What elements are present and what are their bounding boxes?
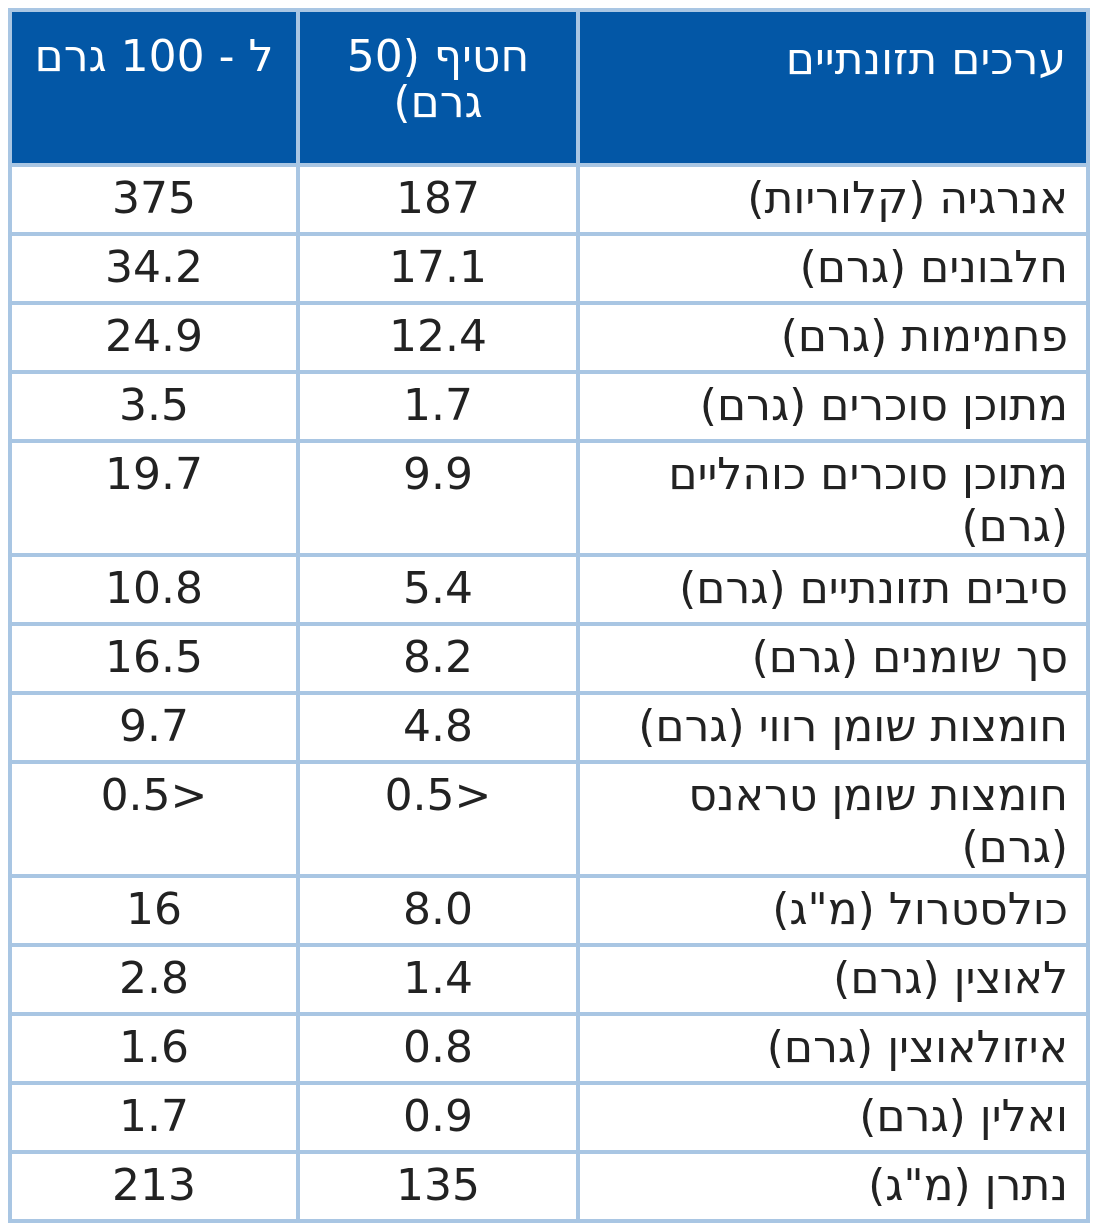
table-row: סיבים תזונתיים (גרם) 5.4 10.8: [8, 553, 1090, 626]
nutrient-value: 4.8: [296, 691, 580, 764]
nutrient-value: 12.4: [296, 301, 580, 374]
nutrient-value: 9.7: [8, 691, 300, 764]
nutrient-value: 17.1: [296, 232, 580, 305]
nutrient-value: 8.2: [296, 622, 580, 695]
nutrient-value: 5.4: [296, 553, 580, 626]
nutrition-table-container: ערכים תזונתיים חטיף (50 גרם) ל - 100 גרם א…: [8, 8, 1090, 1223]
table-row: חלבונים (גרם) 17.1 34.2: [8, 232, 1090, 305]
table-header: ערכים תזונתיים חטיף (50 גרם) ל - 100 גרם: [8, 8, 1090, 167]
table-row: ואלין (גרם) 0.9 1.7: [8, 1081, 1090, 1154]
nutrient-label: ואלין (גרם): [576, 1081, 1090, 1154]
nutrient-value: 24.9: [8, 301, 300, 374]
nutrient-value: 1.4: [296, 943, 580, 1016]
table-row: פחמימות (גרם) 12.4 24.9: [8, 301, 1090, 374]
nutrient-label: נתרן (מ"ג): [576, 1150, 1090, 1223]
table-row: אנרגיה (קלוריות) 187 375: [8, 163, 1090, 236]
nutrient-value: 1.7: [8, 1081, 300, 1154]
nutrient-value: 16.5: [8, 622, 300, 695]
nutrient-label: אנרגיה (קלוריות): [576, 163, 1090, 236]
nutrient-value: <0.5: [296, 760, 580, 878]
nutrient-value: 135: [296, 1150, 580, 1223]
table-row: כולסטרול (מ"ג) 8.0 16: [8, 874, 1090, 947]
nutrient-value: 10.8: [8, 553, 300, 626]
nutrient-label: לאוצין (גרם): [576, 943, 1090, 1016]
nutrient-value: 1.6: [8, 1012, 300, 1085]
nutrient-value: 0.8: [296, 1012, 580, 1085]
nutrient-value: 9.9: [296, 439, 580, 557]
nutrient-value: 1.7: [296, 370, 580, 443]
header-row: ערכים תזונתיים חטיף (50 גרם) ל - 100 גרם: [8, 8, 1090, 167]
nutrient-label: איזולאוצין (גרם): [576, 1012, 1090, 1085]
page: {"table": { "header": ["ערכים תזונתיים",…: [8, 8, 1090, 1223]
table-body: אנרגיה (קלוריות) 187 375 חלבונים (גרם) 17.1 3…: [8, 163, 1090, 1223]
nutrient-value: 34.2: [8, 232, 300, 305]
nutrient-value: 8.0: [296, 874, 580, 947]
nutrient-label: חומצות שומן טראנס (גרם): [576, 760, 1090, 878]
table-row: חומצות שומן רווי (גרם) 4.8 9.7: [8, 691, 1090, 764]
header-cell: ל - 100 גרם: [8, 8, 300, 167]
header-cell: ערכים תזונתיים: [576, 8, 1090, 167]
header-cell: חטיף (50 גרם): [296, 8, 580, 167]
nutrient-value: 16: [8, 874, 300, 947]
nutrient-label: חומצות שומן רווי (גרם): [576, 691, 1090, 764]
table-row: מתוכן סוכרים (גרם) 1.7 3.5: [8, 370, 1090, 443]
table-row: סך שומנים (גרם) 8.2 16.5: [8, 622, 1090, 695]
nutrient-value: 19.7: [8, 439, 300, 557]
nutrient-label: מתוכן סוכרים כוהליים (גרם): [576, 439, 1090, 557]
nutrient-value: <0.5: [8, 760, 300, 878]
nutrient-value: 2.8: [8, 943, 300, 1016]
table-row: לאוצין (גרם) 1.4 2.8: [8, 943, 1090, 1016]
nutrient-label: כולסטרול (מ"ג): [576, 874, 1090, 947]
nutrient-label: סיבים תזונתיים (גרם): [576, 553, 1090, 626]
nutrient-value: 375: [8, 163, 300, 236]
nutrient-value: 3.5: [8, 370, 300, 443]
table-row: נתרן (מ"ג) 135 213: [8, 1150, 1090, 1223]
table-row: איזולאוצין (גרם) 0.8 1.6: [8, 1012, 1090, 1085]
nutrient-label: פחמימות (גרם): [576, 301, 1090, 374]
nutrient-label: סך שומנים (גרם): [576, 622, 1090, 695]
nutrition-table: ערכים תזונתיים חטיף (50 גרם) ל - 100 גרם א…: [8, 8, 1090, 1223]
nutrient-value: 213: [8, 1150, 300, 1223]
nutrient-value: 187: [296, 163, 580, 236]
nutrient-label: חלבונים (גרם): [576, 232, 1090, 305]
nutrient-value: 0.9: [296, 1081, 580, 1154]
nutrient-label: מתוכן סוכרים (גרם): [576, 370, 1090, 443]
table-row: מתוכן סוכרים כוהליים (גרם) 9.9 19.7: [8, 439, 1090, 557]
table-row: חומצות שומן טראנס (גרם) <0.5 <0.5: [8, 760, 1090, 878]
